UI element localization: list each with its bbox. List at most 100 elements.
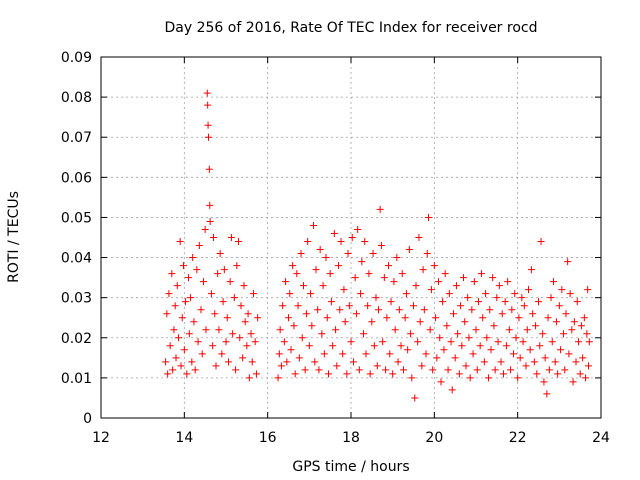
data-point: [235, 238, 242, 246]
y-tick-label: 0.06: [61, 170, 92, 186]
data-point: [551, 358, 559, 366]
data-point: [369, 250, 377, 258]
x-tick-label: 22: [509, 430, 527, 446]
data-point: [457, 302, 465, 310]
data-point: [352, 310, 360, 318]
data-point: [304, 238, 312, 246]
data-point: [237, 302, 245, 310]
data-point: [558, 286, 566, 294]
data-point: [323, 314, 331, 322]
data-point: [315, 366, 323, 374]
data-point: [480, 358, 488, 366]
data-point: [177, 362, 185, 370]
data-point: [225, 358, 232, 366]
data-point: [206, 217, 214, 225]
data-point: [383, 314, 391, 322]
data-point: [236, 334, 244, 342]
data-point: [562, 310, 570, 318]
data-point: [205, 133, 212, 141]
data-point: [483, 334, 491, 342]
data-point: [189, 254, 197, 262]
data-point: [485, 374, 492, 382]
data-point: [301, 366, 309, 374]
data-point: [580, 314, 588, 322]
data-point: [389, 370, 397, 378]
data-point: [307, 290, 315, 298]
data-point: [380, 274, 388, 282]
x-tick-label: 12: [92, 430, 110, 446]
data-point: [305, 342, 313, 350]
data-point: [295, 354, 303, 362]
data-point: [564, 258, 572, 266]
data-point: [577, 322, 585, 330]
data-point: [507, 366, 515, 374]
data-point: [518, 294, 526, 302]
data-point: [436, 334, 444, 342]
data-point: [332, 326, 340, 334]
data-point: [552, 318, 560, 326]
data-point: [230, 294, 238, 302]
data-point: [540, 378, 548, 386]
data-point: [220, 266, 228, 274]
data-point: [218, 350, 226, 358]
data-point: [407, 330, 415, 338]
data-point: [351, 274, 359, 282]
data-point: [200, 278, 207, 286]
data-point: [379, 338, 387, 346]
data-point: [433, 354, 441, 362]
data-point: [464, 294, 472, 302]
data-point: [401, 314, 409, 322]
data-point: [206, 201, 214, 209]
data-point: [440, 346, 448, 354]
data-point: [298, 334, 306, 342]
data-point: [293, 270, 301, 278]
data-point: [233, 262, 241, 270]
data-point: [568, 326, 576, 334]
data-point: [364, 302, 372, 310]
data-point: [202, 326, 210, 334]
data-point: [287, 346, 295, 354]
data-point: [495, 282, 503, 290]
data-point: [319, 282, 327, 290]
data-point: [312, 266, 320, 274]
data-point: [162, 358, 170, 366]
data-point: [337, 238, 345, 246]
data-point: [573, 298, 581, 306]
data-point: [164, 370, 172, 378]
data-point: [203, 89, 211, 97]
data-point: [327, 298, 335, 306]
data-point: [427, 286, 435, 294]
data-point: [314, 306, 322, 314]
data-point: [310, 221, 317, 229]
data-point: [172, 354, 180, 362]
data-point: [408, 374, 416, 382]
data-point: [458, 342, 466, 350]
data-point: [490, 322, 498, 330]
data-point: [497, 358, 505, 366]
data-point: [329, 342, 337, 350]
data-point: [414, 338, 422, 346]
data-point: [460, 274, 467, 282]
data-point: [443, 322, 451, 330]
x-tick-label: 18: [342, 430, 360, 446]
data-point: [566, 290, 574, 298]
data-point: [585, 338, 593, 346]
data-point: [405, 246, 413, 254]
data-point: [201, 225, 209, 233]
data-point: [183, 370, 191, 378]
y-tick-label: 0.03: [61, 291, 92, 307]
data-point: [361, 238, 369, 246]
data-point: [418, 362, 426, 370]
data-point: [375, 306, 382, 314]
data-point: [390, 278, 398, 286]
data-point: [560, 330, 567, 338]
data-point: [187, 294, 195, 302]
data-point: [280, 338, 288, 346]
data-point: [393, 254, 401, 262]
data-point: [182, 298, 190, 306]
data-point: [579, 354, 587, 362]
data-point: [465, 334, 473, 342]
data-point: [544, 314, 552, 322]
data-point: [185, 274, 192, 282]
data-point: [195, 242, 203, 250]
